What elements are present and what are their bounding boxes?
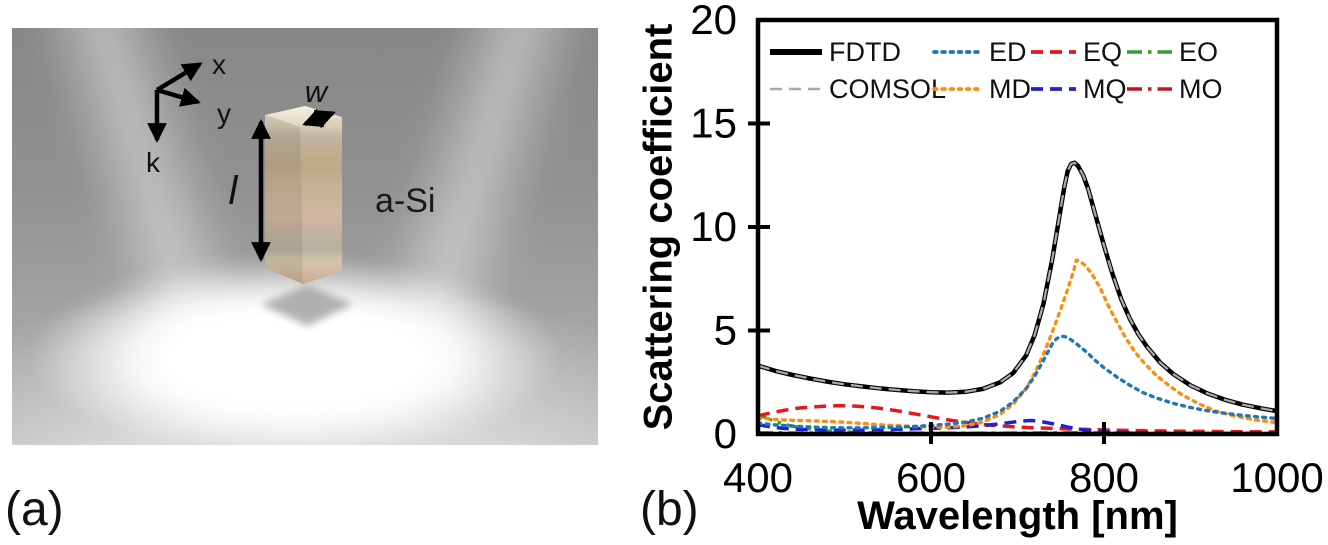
- axis-x-label: x: [212, 49, 226, 80]
- a-si-pillar: [265, 106, 342, 284]
- x-tick-label: 400: [723, 454, 793, 501]
- panel-a-photo: x y k w l a-Si: [12, 28, 598, 445]
- panel-a-label: (a): [5, 483, 64, 536]
- x-axis-arrow: [155, 62, 203, 92]
- legend-label-COMSOL: COMSOL: [829, 74, 946, 104]
- y-tick-label: 15: [690, 100, 737, 147]
- legend-label-FDTD: FDTD: [829, 37, 901, 67]
- pillar-left-face: [265, 115, 303, 284]
- y-axis-title: Scattering coefficient: [636, 23, 681, 431]
- legend-label-MQ: MQ: [1083, 74, 1127, 104]
- legend-label-ED: ED: [989, 37, 1027, 67]
- y-tick-label: 0: [714, 410, 737, 457]
- series-FDTD: [757, 160, 1278, 414]
- x-tick-label: 1000: [1230, 454, 1323, 501]
- y-tick-label: 10: [690, 203, 737, 250]
- series-COMSOL: [757, 161, 1278, 413]
- width-label: w: [305, 74, 330, 109]
- spotlight-ellipse: [30, 256, 560, 445]
- series-EQ: [757, 404, 1278, 434]
- legend-label-EQ: EQ: [1083, 37, 1122, 67]
- coordinate-axes: [147, 62, 203, 143]
- y-tick-label: 20: [690, 0, 737, 43]
- series-MD: [756, 258, 1279, 429]
- pillar-left-face-shade: [265, 115, 303, 284]
- y-axis-arrow: [156, 87, 201, 107]
- x-tick-label: 800: [1069, 454, 1139, 501]
- pillar-right-face: [300, 117, 342, 284]
- panel-b-label: (b): [640, 483, 699, 536]
- legend-label-MD: MD: [989, 74, 1031, 104]
- width-dimension-arrow: [302, 108, 336, 129]
- legend-label-EO: EO: [1179, 37, 1218, 67]
- legend-label-MO: MO: [1179, 74, 1223, 104]
- length-label: l: [229, 169, 239, 213]
- axis-y-label: y: [217, 98, 231, 129]
- panel-a-annotations: x y k w l a-Si: [146, 49, 435, 326]
- pillar-shadow: [261, 285, 353, 326]
- x-axis-title: Wavelength [nm]: [857, 494, 1178, 538]
- x-tick-label: 600: [896, 454, 966, 501]
- material-label: a-Si: [375, 182, 435, 220]
- series-ED: [756, 334, 1279, 430]
- y-tick-label: 5: [714, 307, 737, 354]
- axis-k-label: k: [146, 147, 161, 178]
